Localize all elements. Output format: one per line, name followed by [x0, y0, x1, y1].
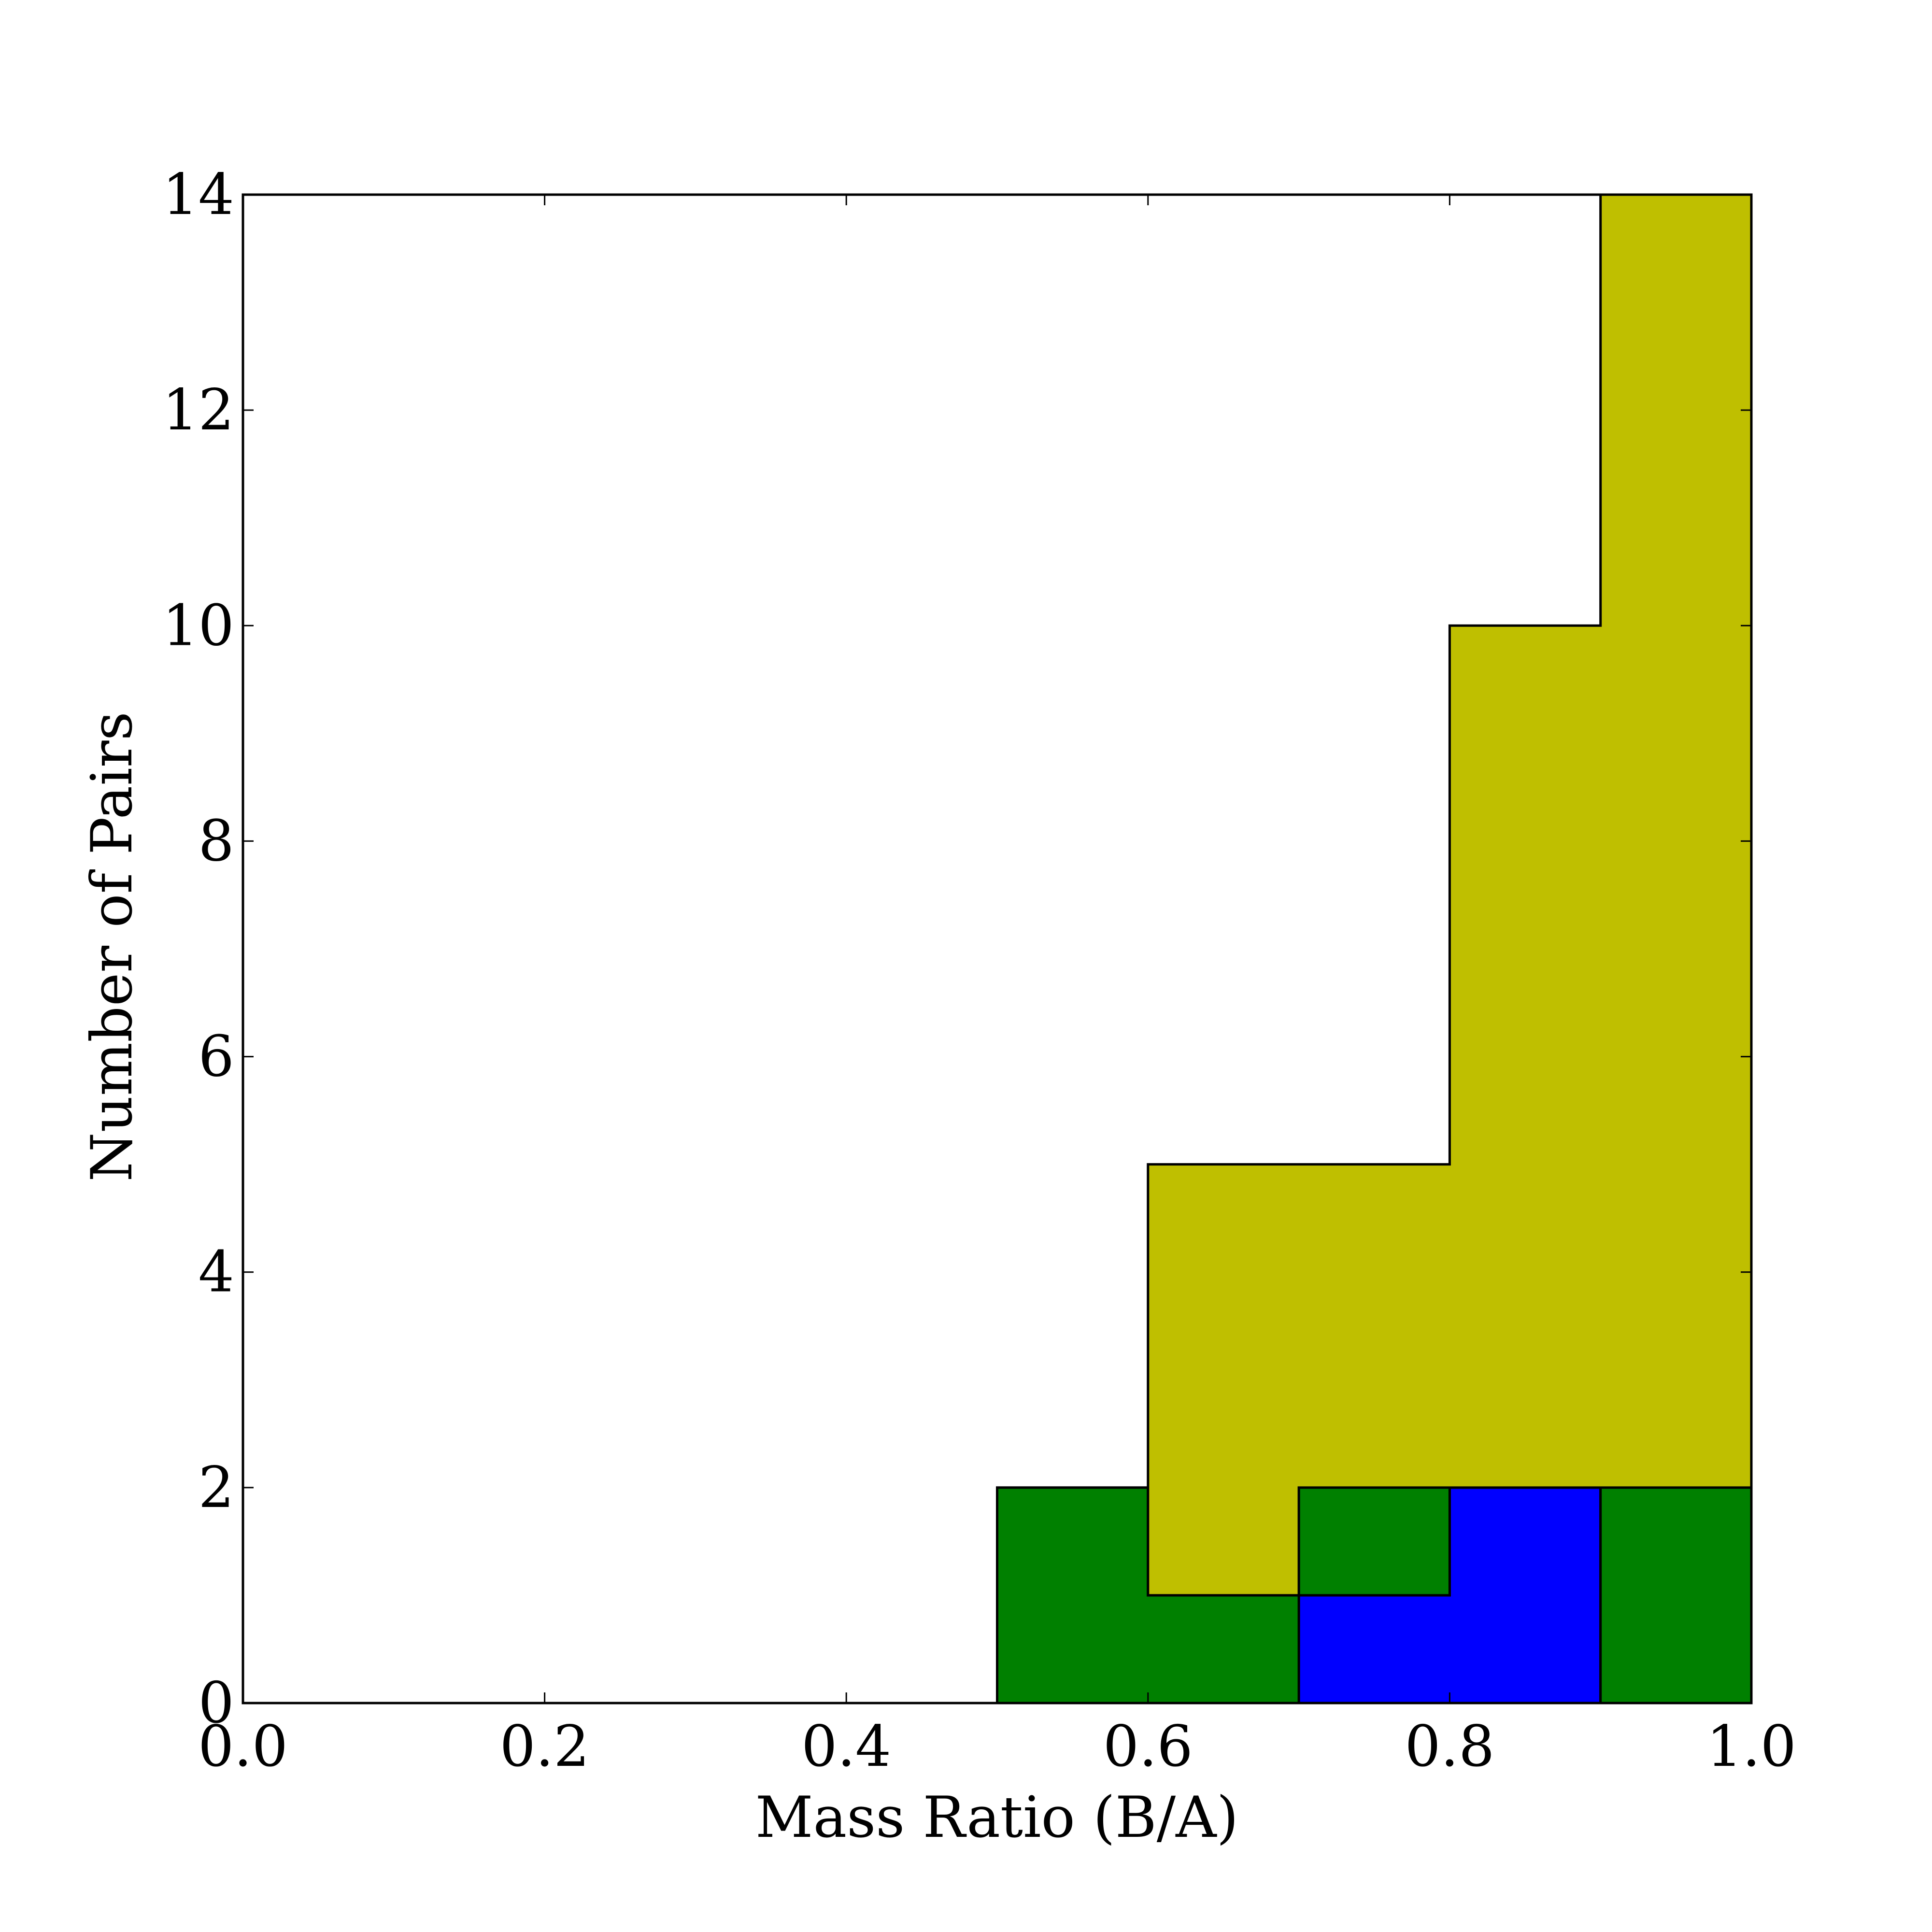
- y-axis-label: Number of Pairs: [79, 711, 145, 1181]
- x-tick-label: 0.4: [801, 1713, 891, 1779]
- x-tick-label: 0.8: [1405, 1713, 1494, 1779]
- y-tick-labels: 0 2 4 6 8 10 12 14: [162, 161, 234, 1736]
- y-tick-label: 2: [199, 1454, 234, 1520]
- y-tick-label: 0: [199, 1670, 234, 1736]
- y-tick-label: 10: [162, 592, 234, 658]
- x-tick-labels: 0.0 0.2 0.4 0.6 0.8 1.0: [198, 1713, 1796, 1779]
- histogram-series-2: [243, 193, 1753, 1705]
- y-tick-label: 4: [199, 1239, 234, 1305]
- y-tick-label: 6: [199, 1023, 234, 1090]
- y-tick-label: 8: [199, 808, 234, 874]
- x-tick-label: 0.2: [500, 1713, 590, 1779]
- x-tick-label: 1.0: [1706, 1713, 1796, 1779]
- ticks-layer: [242, 194, 1752, 1704]
- x-tick-label: 0.0: [198, 1713, 288, 1779]
- plot-frame: [242, 193, 1753, 1705]
- bars-layer: [243, 193, 1753, 1705]
- axes-frame: [242, 193, 1753, 1705]
- x-tick-label: 0.6: [1103, 1713, 1193, 1779]
- y-tick-label: 12: [162, 377, 234, 443]
- y-tick-label: 14: [162, 161, 234, 227]
- x-axis-label: Mass Ratio (B/A): [755, 1784, 1239, 1850]
